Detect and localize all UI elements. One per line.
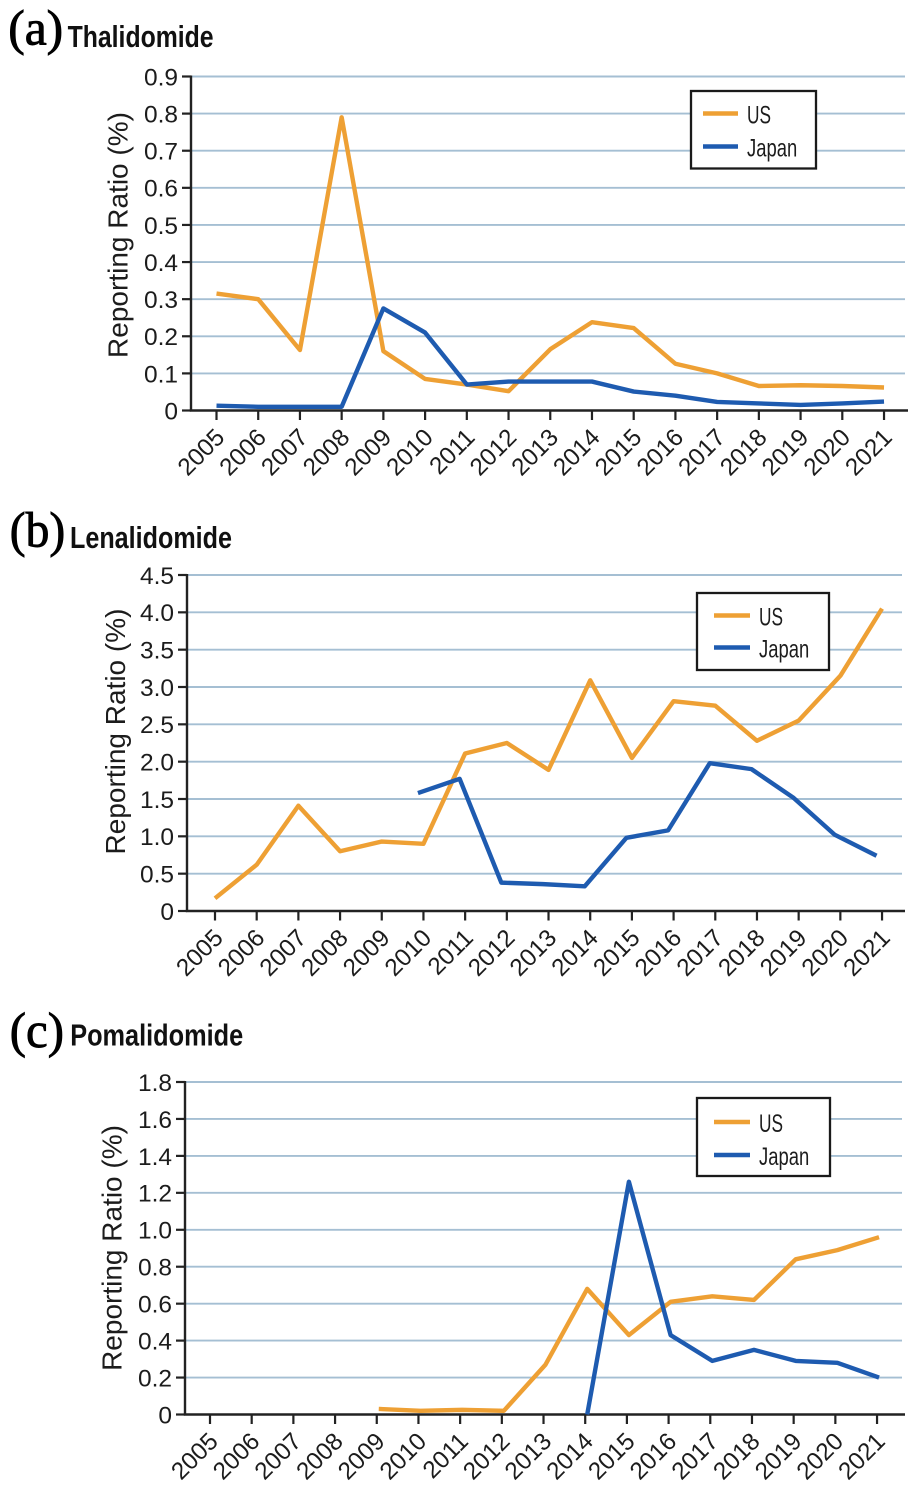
svg-text:1.5: 1.5 (140, 787, 174, 814)
svg-text:4.0: 4.0 (140, 600, 174, 627)
svg-text:0: 0 (158, 1402, 172, 1429)
svg-text:0.5: 0.5 (140, 862, 174, 889)
svg-text:2.0: 2.0 (140, 750, 174, 777)
svg-text:Japan: Japan (759, 1143, 809, 1171)
svg-text:0.6: 0.6 (144, 176, 178, 203)
svg-text:0.2: 0.2 (144, 324, 178, 351)
svg-text:0: 0 (160, 899, 174, 926)
svg-text:US: US (759, 1110, 783, 1138)
svg-text:0.5: 0.5 (144, 213, 178, 240)
svg-text:Lenalidomide: Lenalidomide (70, 520, 232, 555)
svg-text:0.8: 0.8 (144, 102, 178, 129)
svg-text:0.6: 0.6 (138, 1292, 172, 1319)
svg-text:3.5: 3.5 (140, 638, 174, 665)
svg-text:0.1: 0.1 (144, 361, 178, 388)
svg-text:0.8: 0.8 (138, 1255, 172, 1282)
svg-text:(c): (c) (10, 1002, 64, 1058)
svg-text:1.0: 1.0 (138, 1218, 172, 1245)
svg-text:1.0: 1.0 (140, 824, 174, 851)
svg-text:0.7: 0.7 (144, 139, 178, 166)
svg-text:Thalidomide: Thalidomide (68, 19, 214, 54)
svg-text:(a): (a) (8, 0, 63, 56)
svg-text:1.8: 1.8 (138, 1070, 172, 1097)
svg-text:US: US (747, 102, 771, 130)
svg-text:1.2: 1.2 (138, 1181, 172, 1208)
svg-text:(b): (b) (10, 502, 65, 558)
svg-text:0.2: 0.2 (138, 1365, 172, 1392)
svg-text:Reporting Ratio (%): Reporting Ratio (%) (96, 1125, 127, 1371)
svg-text:0.4: 0.4 (138, 1329, 172, 1356)
svg-text:4.5: 4.5 (140, 563, 174, 590)
svg-text:Pomalidomide: Pomalidomide (70, 1018, 243, 1053)
svg-text:0.4: 0.4 (144, 250, 178, 277)
svg-text:US: US (759, 604, 783, 632)
svg-text:2.5: 2.5 (140, 712, 174, 739)
svg-text:1.4: 1.4 (138, 1144, 172, 1171)
svg-text:Reporting Ratio (%): Reporting Ratio (%) (100, 609, 131, 855)
svg-text:Japan: Japan (759, 636, 809, 664)
svg-text:Reporting Ratio (%): Reporting Ratio (%) (103, 112, 134, 358)
svg-text:0: 0 (164, 398, 178, 425)
svg-text:3.0: 3.0 (140, 675, 174, 702)
svg-text:0.3: 0.3 (144, 287, 178, 314)
svg-text:Japan: Japan (747, 135, 797, 163)
svg-text:0.9: 0.9 (144, 64, 178, 91)
svg-text:1.6: 1.6 (138, 1107, 172, 1134)
